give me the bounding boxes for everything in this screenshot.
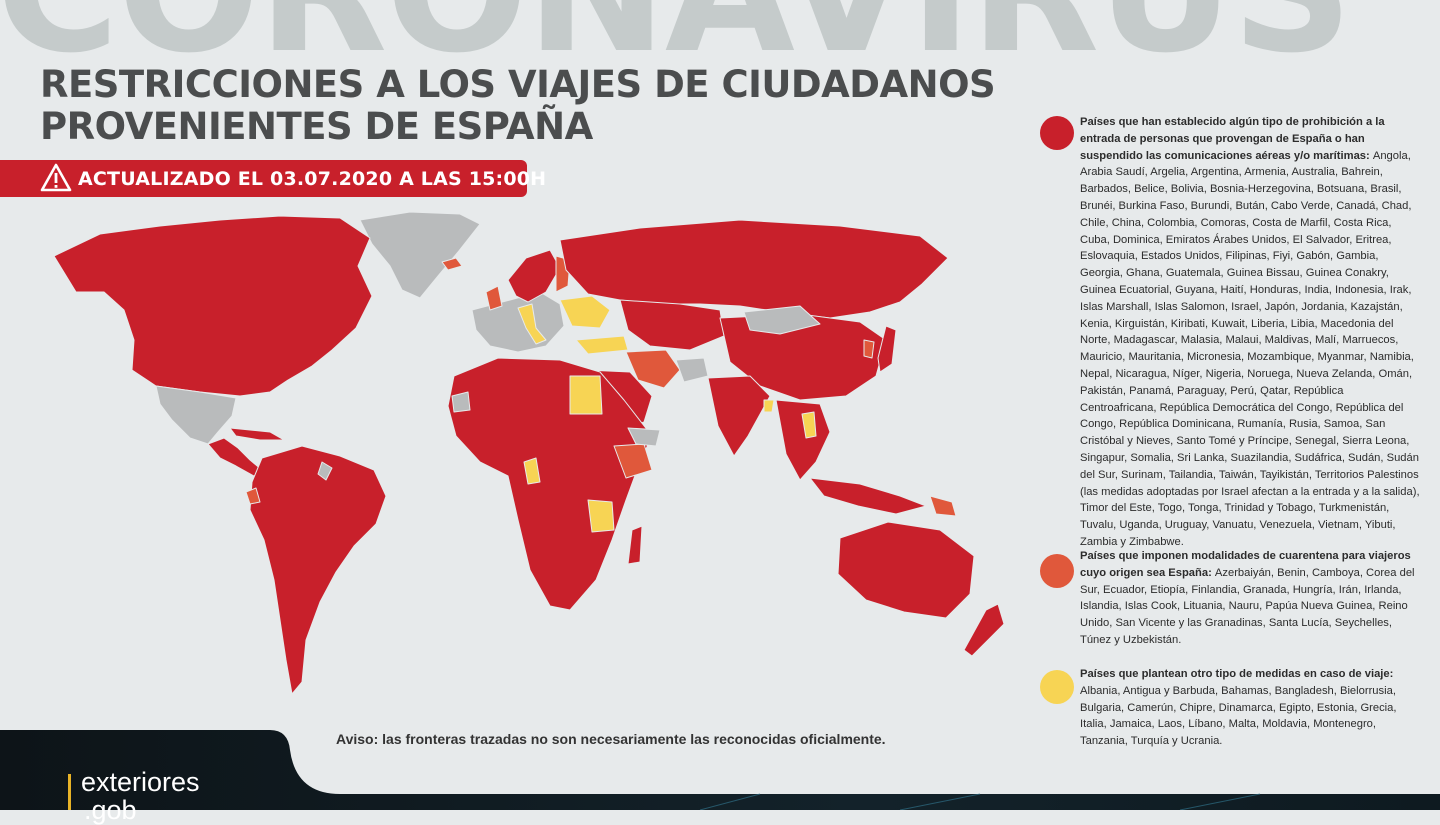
map-mexico	[155, 385, 237, 445]
map-ukraine-belarus	[559, 295, 611, 329]
page-title: RESTRICCIONES A LOS VIAJES DE CIUDADANOS…	[40, 63, 996, 148]
title-line-2: PROVENIENTES DE ESPAÑA	[40, 105, 593, 148]
map-cameroon	[523, 457, 541, 485]
updated-banner: ACTUALIZADO EL 03.07.2020 A LAS 15:00H	[0, 160, 546, 197]
map-uk	[485, 285, 503, 311]
map-afghanistan	[675, 357, 709, 383]
legend-quarantine-countries: Azerbaiyán, Benin, Camboya, Corea del Su…	[1080, 566, 1415, 646]
map-tanzania	[587, 499, 615, 533]
title-line-1: RESTRICCIONES A LOS VIAJES DE CIUDADANOS	[40, 63, 996, 106]
map-mongolia	[743, 305, 821, 335]
legend-other-measures-heading: Países que plantean otro tipo de medidas…	[1080, 668, 1394, 680]
map-europe-grey	[471, 291, 565, 353]
legend-dot-prohibition	[1040, 116, 1074, 150]
map-western-sahara	[451, 391, 471, 413]
map-guianas-grey	[317, 461, 333, 481]
map-korea	[863, 339, 875, 359]
map-scandinavia	[507, 249, 561, 303]
map-central-america	[207, 437, 263, 477]
brand-bar	[68, 774, 71, 810]
map-australia	[837, 521, 975, 619]
map-laos	[801, 411, 817, 439]
map-south-america	[249, 445, 387, 695]
legend-other-measures-countries: Albania, Antigua y Barbuda, Bahamas, Ban…	[1080, 684, 1397, 748]
legend-quarantine-heading: Países que imponen modalidades de cuaren…	[1080, 550, 1411, 579]
map-horn-grey	[627, 427, 661, 447]
legend-prohibition-heading: Países que han establecido algún tipo de…	[1080, 116, 1385, 162]
map-iceland	[441, 257, 463, 271]
legend-dot-quarantine	[1040, 554, 1074, 588]
map-ethiopia	[613, 443, 653, 479]
brand-line-2: .gob	[84, 795, 137, 825]
brand-line-1: exteriores	[81, 767, 200, 797]
map-north-america-red	[53, 215, 373, 397]
updated-text: ACTUALIZADO EL 03.07.2020 A LAS 15:00H	[78, 168, 547, 190]
legend-prohibition-countries: Angola, Arabia Saudí, Argelia, Argentina…	[1080, 149, 1420, 548]
map-china	[719, 313, 887, 401]
map-bangladesh	[763, 399, 775, 413]
map-iran	[625, 349, 681, 389]
map-africa	[447, 357, 653, 611]
legend-quarantine: Países que imponen modalidades de cuaren…	[1080, 548, 1422, 649]
world-map	[53, 211, 1005, 695]
map-japan	[877, 325, 897, 373]
map-madagascar	[627, 525, 643, 565]
map-egypt	[569, 375, 603, 415]
map-india	[707, 375, 771, 457]
legend-dot-other-measures	[1040, 670, 1074, 704]
map-ecuador	[245, 487, 261, 505]
background-word: CORONAVIRUS	[0, 0, 1353, 76]
footer-band	[0, 730, 1440, 810]
warning-icon	[40, 163, 72, 192]
map-italy-balkans	[517, 303, 547, 345]
map-greenland	[359, 211, 481, 299]
map-se-asia	[775, 399, 831, 481]
legend-prohibition: Países que han establecido algún tipo de…	[1080, 114, 1420, 551]
borders-notice: Aviso: las fronteras trazadas no son nec…	[336, 731, 886, 747]
map-russia	[559, 219, 949, 319]
map-turkey	[575, 335, 629, 355]
map-caribbean	[229, 427, 285, 441]
map-central-asia	[619, 299, 725, 351]
map-indonesia	[809, 477, 927, 515]
map-new-zealand	[963, 603, 1005, 657]
map-png	[929, 495, 957, 517]
legend-other-measures: Países que plantean otro tipo de medidas…	[1080, 666, 1424, 750]
